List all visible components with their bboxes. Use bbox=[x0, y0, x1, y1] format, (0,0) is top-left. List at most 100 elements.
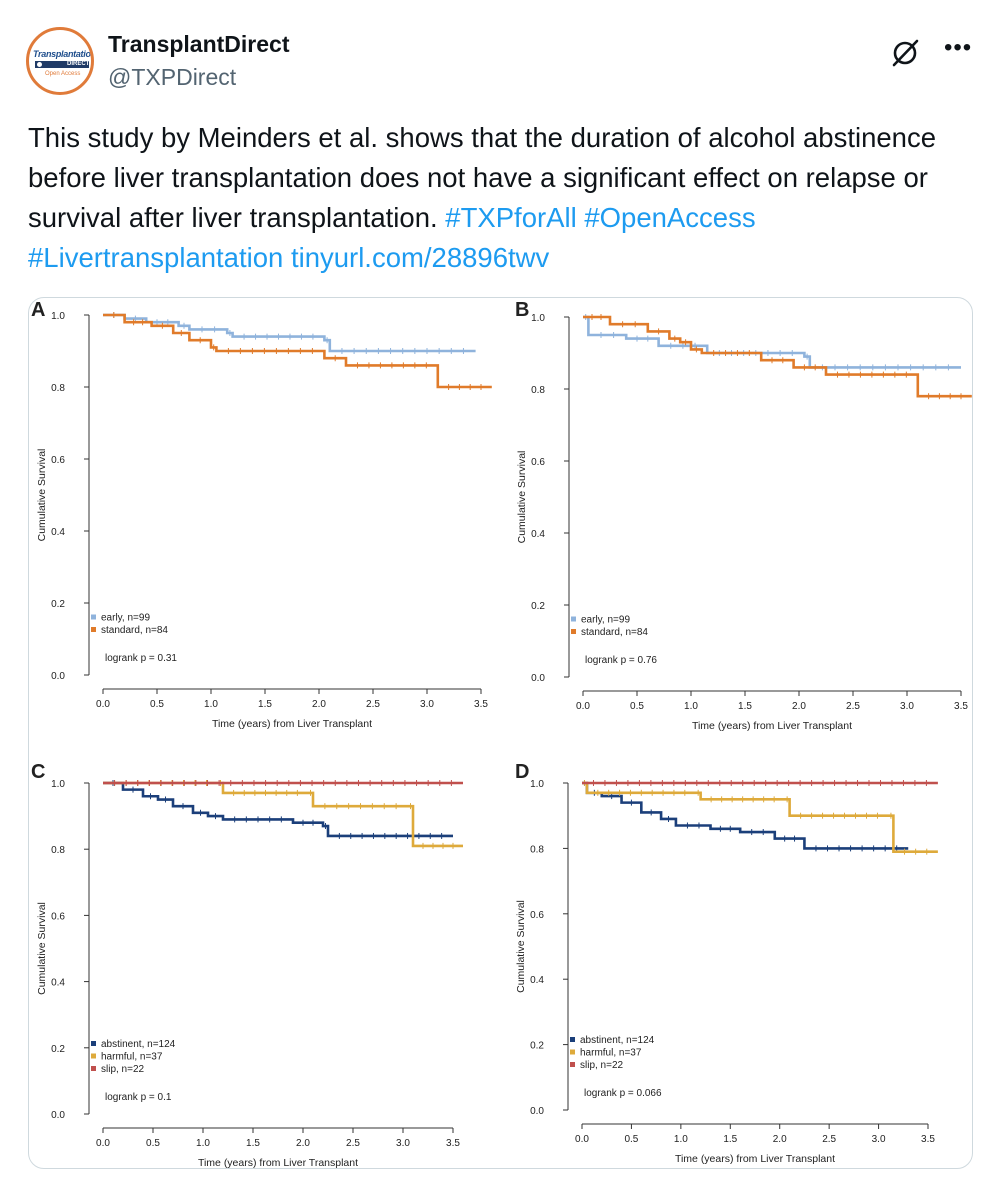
panel-b-y-tick-label: 1.0 bbox=[531, 313, 545, 324]
panel-d-legend-label: harmful, n=37 bbox=[580, 1048, 642, 1059]
panel-b-x-tick-label: 1.5 bbox=[738, 701, 752, 712]
panel-b-x-tick-label: 2.0 bbox=[792, 701, 806, 712]
panel-a-legend-swatch bbox=[91, 627, 96, 632]
panel-a-y-tick-label: 0.0 bbox=[51, 671, 65, 682]
panel-a-x-axis-title: Time (years) from Liver Transplant bbox=[212, 718, 372, 730]
panel-b-x-axis-title: Time (years) from Liver Transplant bbox=[692, 720, 852, 732]
panel-c-x-tick-label: 2.0 bbox=[296, 1138, 310, 1149]
hashtag-txpforall[interactable]: #TXPforAll bbox=[445, 202, 577, 233]
panel-d-x-tick-label: 0.5 bbox=[624, 1134, 638, 1145]
panel-b-legend-swatch bbox=[571, 616, 576, 622]
panel-d-y-axis-title: Cumulative Survival bbox=[515, 900, 527, 993]
panel-b-x-tick-label: 3.5 bbox=[954, 701, 968, 712]
chart-figure: A 0.0 0.2 0.4 0.6 0.8 1.0 0.0 0.5 1.0 1.5 2.0 2.5 3.0… bbox=[31, 299, 972, 1168]
panel-d-legend-swatch bbox=[570, 1037, 575, 1042]
panel-b-legend-label: standard, n=84 bbox=[581, 627, 648, 638]
panel-b-legend-label: early, n=99 bbox=[581, 615, 630, 626]
panel-c-y-tick-label: 1.0 bbox=[51, 779, 65, 790]
panel-d-y-tick-label: 0.8 bbox=[530, 844, 544, 855]
panel-c-legend-label: slip, n=22 bbox=[101, 1064, 145, 1075]
panel-c-y-tick-label: 0.0 bbox=[51, 1110, 65, 1121]
panel-d-x-tick-label: 0.0 bbox=[575, 1134, 589, 1145]
panel-d-y-tick-label: 0.4 bbox=[530, 975, 544, 986]
panel-c-y-tick-label: 0.2 bbox=[51, 1044, 65, 1055]
panel-c-x-tick-label: 1.5 bbox=[246, 1138, 260, 1149]
panel-a-x-tick-label: 0.5 bbox=[150, 699, 164, 710]
panel-d-legend-label: slip, n=22 bbox=[580, 1060, 624, 1071]
panel-a-series-1-line bbox=[103, 313, 476, 353]
panel-a-y-tick-label: 0.2 bbox=[51, 599, 65, 610]
panel-d-y-tick-label: 0.2 bbox=[530, 1041, 544, 1052]
panel-c-legend-swatch bbox=[91, 1066, 96, 1071]
panel-c-x-tick-label: 2.5 bbox=[346, 1138, 360, 1149]
panel-d-logrank: logrank p = 0.066 bbox=[584, 1088, 662, 1099]
tweet-text: This study by Meinders et al. shows that… bbox=[28, 118, 978, 278]
panel-c-y-tick-label: 0.4 bbox=[51, 978, 65, 989]
tweet-body: This study by Meinders et al. shows that… bbox=[28, 122, 937, 233]
media-image[interactable]: A 0.0 0.2 0.4 0.6 0.8 1.0 0.0 0.5 1.0 1.5 2.0 2.5 3.0… bbox=[28, 297, 973, 1169]
panel-a-x-tick-label: 2.5 bbox=[366, 699, 380, 710]
panel-a-y-tick-label: 1.0 bbox=[51, 311, 65, 322]
panel-a-y-axis-title: Cumulative Survival bbox=[36, 449, 48, 542]
panel-c-legend-swatch bbox=[91, 1041, 96, 1046]
tweet-link[interactable]: tinyurl.com/28896twv bbox=[290, 242, 550, 273]
panel-b-legend-swatch bbox=[571, 629, 576, 634]
panel-d-x-tick-label: 2.5 bbox=[822, 1134, 836, 1145]
panel-a-x-tick-label: 3.0 bbox=[420, 699, 434, 710]
panel-d-x-tick-label: 3.5 bbox=[921, 1134, 935, 1145]
panel-b-y-axis-title: Cumulative Survival bbox=[516, 451, 528, 544]
panel-c-y-tick-label: 0.8 bbox=[51, 845, 65, 856]
panel-b-series-2-line bbox=[583, 315, 972, 398]
grok-icon[interactable] bbox=[890, 38, 920, 68]
panel-b-y-tick-label: 0.6 bbox=[531, 457, 545, 468]
account-handle[interactable]: @TXPDirect bbox=[108, 64, 237, 90]
panel-b-y-tick-label: 0.4 bbox=[531, 529, 545, 540]
panel-a-series-2-line bbox=[103, 313, 492, 389]
panel-d-y-tick-label: 0.6 bbox=[530, 910, 544, 921]
panel-c-legend-label: harmful, n=37 bbox=[101, 1052, 163, 1063]
panel-a-legend-swatch bbox=[91, 614, 96, 620]
panel-d-series-2-line bbox=[582, 781, 938, 853]
panel-d-label: D bbox=[515, 761, 529, 783]
panel-b-x-tick-label: 1.0 bbox=[684, 701, 698, 712]
panel-a-y-tick-label: 0.6 bbox=[51, 455, 65, 466]
panel-b-y-tick-label: 0.8 bbox=[531, 385, 545, 396]
panel-a-x-tick-label: 1.5 bbox=[258, 699, 272, 710]
more-icon[interactable]: ••• bbox=[944, 34, 973, 61]
panel-d-legend-swatch bbox=[570, 1062, 575, 1067]
panel-c-x-tick-label: 3.0 bbox=[396, 1138, 410, 1149]
panel-b-x-tick-label: 0.5 bbox=[630, 701, 644, 712]
panel-a-y-tick-label: 0.4 bbox=[51, 527, 65, 538]
panel-d-x-axis-title: Time (years) from Liver Transplant bbox=[675, 1153, 835, 1165]
panel-c-x-tick-label: 3.5 bbox=[446, 1138, 460, 1149]
panel-b-y-tick-label: 0.0 bbox=[531, 673, 545, 684]
panel-a-x-tick-label: 3.5 bbox=[474, 699, 488, 710]
avatar-logo-caption: Open Access bbox=[45, 71, 81, 77]
panel-a-x-tick-label: 0.0 bbox=[96, 699, 110, 710]
panel-a-y-tick-label: 0.8 bbox=[51, 383, 65, 394]
avatar-logo-bar bbox=[35, 61, 89, 68]
panel-c-x-tick-label: 0.0 bbox=[96, 1138, 110, 1149]
panel-d-y-tick-label: 1.0 bbox=[530, 779, 544, 790]
hashtag-livertransplantation[interactable]: #Livertransplantation bbox=[28, 242, 284, 273]
avatar-logo-dot bbox=[37, 62, 42, 67]
panel-d-x-tick-label: 1.5 bbox=[723, 1134, 737, 1145]
panel-a-legend-label: standard, n=84 bbox=[101, 625, 168, 636]
panel-c-logrank: logrank p = 0.1 bbox=[105, 1092, 172, 1103]
avatar-logo-subtext: DIRECT bbox=[67, 61, 90, 67]
panel-a-x-tick-label: 2.0 bbox=[312, 699, 326, 710]
panel-b-x-tick-label: 2.5 bbox=[846, 701, 860, 712]
panel-b-label: B bbox=[515, 299, 529, 321]
panel-d-x-tick-label: 3.0 bbox=[872, 1134, 886, 1145]
hashtag-openaccess[interactable]: #OpenAccess bbox=[584, 202, 756, 233]
panel-b-x-tick-label: 3.0 bbox=[900, 701, 914, 712]
panel-a-label: A bbox=[31, 299, 45, 321]
panel-c-y-tick-label: 0.6 bbox=[51, 911, 65, 922]
panel-c-x-axis-title: Time (years) from Liver Transplant bbox=[198, 1157, 358, 1168]
account-name[interactable]: TransplantDirect bbox=[108, 31, 290, 57]
panel-c-label: C bbox=[31, 761, 45, 783]
panel-b-logrank: logrank p = 0.76 bbox=[585, 655, 657, 666]
avatar[interactable]: Transplantation DIRECT Open Access bbox=[26, 27, 94, 95]
avatar-logo-text: Transplantation bbox=[33, 49, 94, 59]
panel-c-x-tick-label: 1.0 bbox=[196, 1138, 210, 1149]
